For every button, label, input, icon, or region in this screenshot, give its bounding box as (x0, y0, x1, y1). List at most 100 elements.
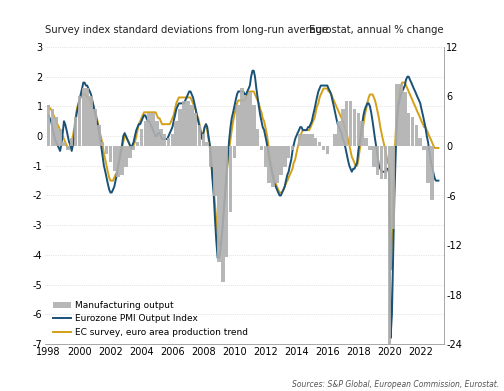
Bar (399, 84, 403, 146)
Bar (58, 129, 62, 146)
Bar (217, 146, 221, 262)
Bar (198, 126, 201, 146)
Bar (206, 142, 209, 146)
Bar (159, 129, 163, 146)
Legend: Manufacturing output, Eurozone PMI Output Index, EC survey, euro area production: Manufacturing output, Eurozone PMI Outpu… (50, 298, 251, 339)
Bar (418, 138, 422, 146)
Bar (47, 105, 50, 146)
Bar (132, 146, 136, 150)
Bar (353, 109, 356, 146)
Bar (155, 121, 159, 146)
Bar (171, 134, 174, 146)
Text: Eurostat, annual % change: Eurostat, annual % change (309, 25, 444, 35)
Bar (283, 146, 286, 167)
Bar (364, 138, 368, 146)
Bar (302, 134, 306, 146)
Bar (411, 117, 414, 146)
Bar (62, 142, 66, 146)
Bar (422, 146, 426, 150)
Bar (221, 146, 225, 282)
Bar (388, 146, 391, 344)
Bar (287, 146, 290, 158)
Bar (407, 113, 410, 146)
Bar (174, 121, 178, 146)
Bar (140, 129, 143, 146)
Bar (264, 146, 267, 167)
Bar (124, 146, 128, 167)
Bar (163, 134, 166, 146)
Bar (112, 146, 116, 171)
Bar (151, 113, 155, 146)
Bar (232, 146, 236, 158)
Bar (341, 109, 345, 146)
Bar (322, 146, 325, 150)
Text: Survey index standard deviations from long-run average: Survey index standard deviations from lo… (45, 25, 329, 35)
Bar (186, 100, 190, 146)
Bar (236, 105, 240, 146)
Bar (345, 100, 348, 146)
Bar (356, 113, 360, 146)
Bar (310, 134, 313, 146)
Bar (190, 105, 194, 146)
Bar (147, 113, 151, 146)
Bar (252, 105, 256, 146)
Bar (225, 146, 228, 257)
Bar (209, 146, 213, 167)
Bar (70, 138, 74, 146)
Bar (260, 146, 263, 150)
Bar (268, 146, 271, 183)
Bar (392, 146, 395, 228)
Bar (291, 146, 294, 150)
Bar (415, 126, 418, 146)
Bar (89, 97, 93, 146)
Bar (430, 146, 433, 200)
Bar (78, 97, 81, 146)
Bar (93, 109, 97, 146)
Bar (194, 113, 198, 146)
Bar (120, 146, 124, 175)
Bar (326, 146, 329, 154)
Bar (54, 117, 58, 146)
Bar (318, 142, 322, 146)
Bar (128, 146, 132, 158)
Bar (314, 138, 318, 146)
Bar (101, 142, 104, 146)
Bar (376, 146, 380, 175)
Bar (360, 121, 364, 146)
Bar (182, 100, 186, 146)
Bar (109, 146, 112, 163)
Bar (66, 146, 70, 150)
Bar (202, 134, 205, 146)
Bar (426, 146, 430, 183)
Bar (395, 84, 399, 146)
Bar (271, 146, 275, 187)
Bar (380, 146, 384, 179)
Bar (403, 92, 407, 146)
Bar (116, 146, 120, 178)
Bar (97, 126, 101, 146)
Bar (349, 100, 352, 146)
Bar (256, 129, 260, 146)
Bar (167, 138, 170, 146)
Bar (306, 134, 310, 146)
Bar (136, 142, 139, 146)
Bar (144, 121, 147, 146)
Bar (50, 109, 54, 146)
Bar (244, 97, 248, 146)
Bar (298, 134, 302, 146)
Bar (337, 121, 341, 146)
Bar (105, 146, 108, 154)
Bar (372, 146, 375, 167)
Bar (248, 92, 251, 146)
Bar (384, 146, 387, 179)
Bar (213, 146, 217, 196)
Bar (275, 146, 279, 183)
Bar (82, 88, 85, 146)
Bar (74, 117, 77, 146)
Bar (368, 146, 372, 150)
Text: Sources: S&P Global, European Commission, Eurostat.: Sources: S&P Global, European Commission… (292, 380, 499, 389)
Bar (240, 88, 244, 146)
Bar (85, 88, 89, 146)
Bar (333, 134, 337, 146)
Bar (178, 109, 182, 146)
